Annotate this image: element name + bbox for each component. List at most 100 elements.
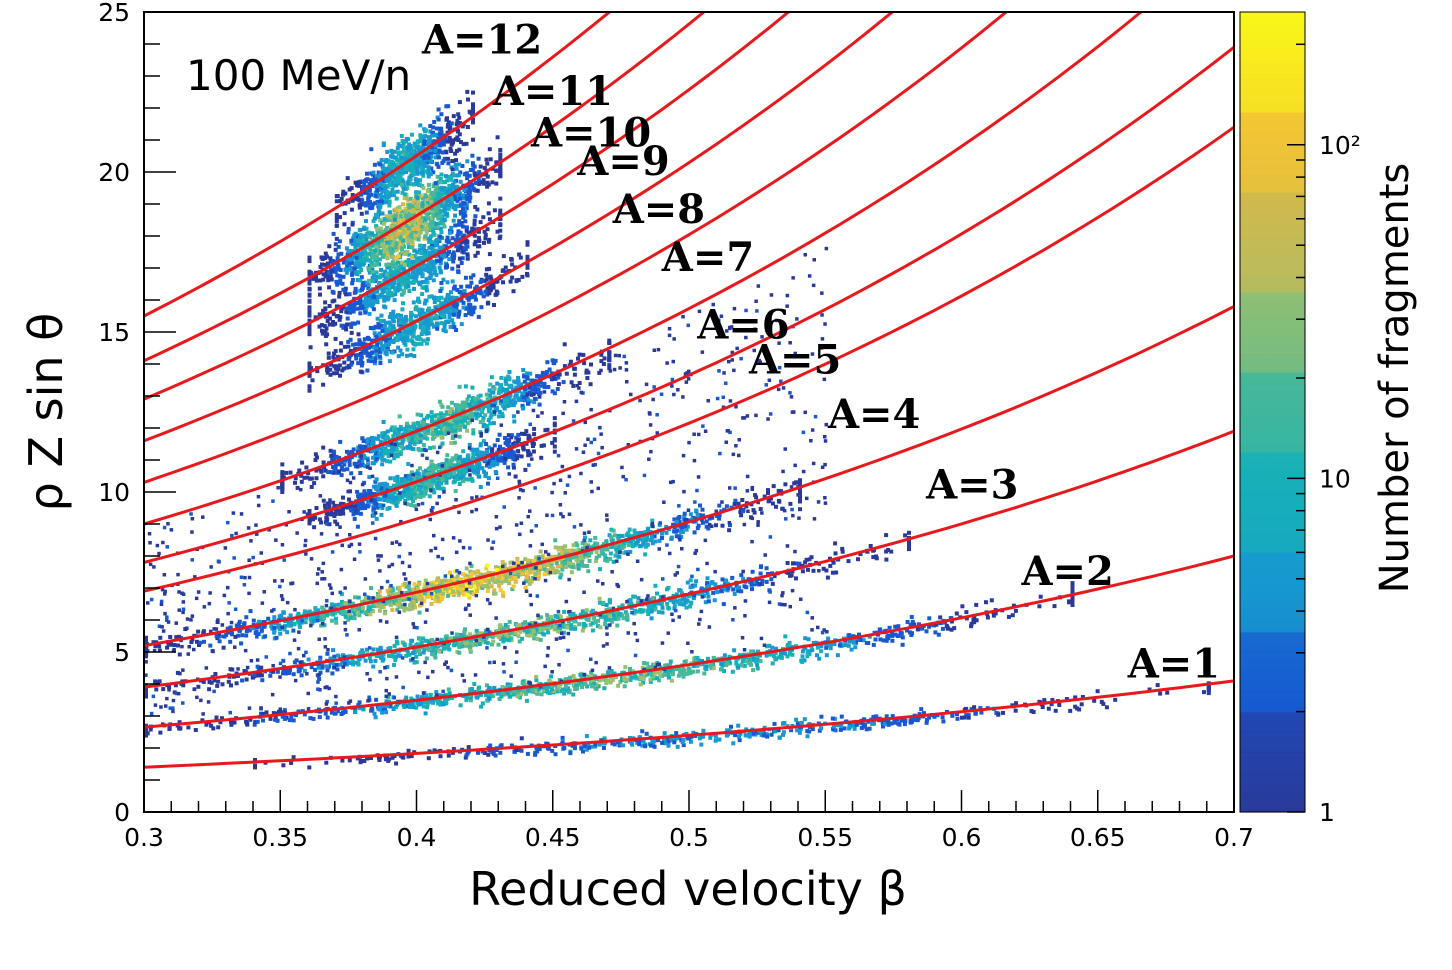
histogram-bin xyxy=(229,719,233,724)
histogram-bin xyxy=(819,726,823,731)
histogram-bin xyxy=(172,643,177,647)
histogram-bin xyxy=(371,664,376,669)
histogram-bin xyxy=(341,467,346,472)
histogram-bin xyxy=(613,553,618,558)
histogram-bin xyxy=(527,435,532,440)
histogram-bin xyxy=(798,507,802,512)
histogram-bin xyxy=(348,660,353,665)
histogram-bin xyxy=(964,616,969,621)
histogram-bin xyxy=(224,633,229,637)
histogram-bin xyxy=(620,678,624,683)
histogram-bin xyxy=(542,685,547,690)
histogram-bin xyxy=(907,546,911,551)
histogram-bin xyxy=(363,611,368,615)
histogram-bin xyxy=(572,549,577,554)
histogram-bin xyxy=(567,690,572,695)
histogram-bin xyxy=(417,610,422,615)
histogram-bin xyxy=(643,552,648,557)
histogram-bin xyxy=(335,522,340,527)
histogram-bin xyxy=(293,476,298,481)
histogram-bin xyxy=(193,728,198,732)
histogram-bin xyxy=(589,670,594,675)
histogram-bin xyxy=(587,745,592,750)
histogram-bin xyxy=(392,643,397,648)
histogram-bin xyxy=(520,569,525,574)
histogram-bin xyxy=(739,513,744,518)
histogram-bin xyxy=(346,617,351,622)
histogram-bin xyxy=(393,658,398,663)
histogram-bin xyxy=(234,681,239,686)
histogram-bin xyxy=(383,601,388,606)
histogram-bin xyxy=(359,706,363,711)
histogram-bin xyxy=(805,650,810,654)
histogram-bin xyxy=(620,613,625,618)
histogram-bin xyxy=(311,619,316,623)
histogram-bin xyxy=(762,725,767,730)
histogram-bin xyxy=(376,604,381,609)
histogram-bin xyxy=(381,704,386,708)
histogram-bin xyxy=(255,719,260,724)
histogram-bin xyxy=(907,630,912,635)
histogram-bin xyxy=(371,508,376,513)
histogram-bin xyxy=(320,664,325,669)
histogram-bin xyxy=(372,436,377,441)
histogram-bin xyxy=(663,664,668,669)
histogram-bin xyxy=(881,724,885,729)
histogram-bin xyxy=(689,734,694,739)
histogram-bin xyxy=(640,539,645,544)
histogram-bin xyxy=(625,615,630,620)
histogram-bin xyxy=(501,571,506,576)
histogram-bin xyxy=(478,443,483,448)
histogram-bin xyxy=(932,623,937,628)
histogram-bin xyxy=(419,701,423,706)
histogram-bin xyxy=(815,653,819,658)
histogram-bin xyxy=(207,687,212,692)
histogram-bin xyxy=(416,472,421,477)
histogram-bin xyxy=(903,533,908,538)
histogram-bin xyxy=(253,631,258,635)
histogram-bin xyxy=(714,523,718,528)
histogram-bin xyxy=(398,654,403,658)
histogram-bin xyxy=(411,651,415,656)
histogram-bin xyxy=(523,569,528,574)
histogram-bin xyxy=(699,742,704,747)
histogram-bin xyxy=(528,452,533,457)
histogram-bin xyxy=(230,631,234,636)
histogram-bin xyxy=(450,456,455,461)
histogram-bin xyxy=(583,535,587,540)
histogram-bin xyxy=(338,662,343,667)
histogram-bin xyxy=(527,578,532,583)
histogram-bin xyxy=(828,642,833,647)
histogram-bin xyxy=(934,622,939,627)
histogram-bin xyxy=(555,564,560,569)
histogram-bin xyxy=(693,583,698,588)
histogram-bin xyxy=(349,508,354,513)
histogram-bin xyxy=(533,572,538,576)
histogram-bin xyxy=(638,543,643,548)
histogram-bin xyxy=(1165,690,1170,695)
histogram-bin xyxy=(252,722,257,727)
histogram-bin xyxy=(371,647,376,652)
histogram-bin xyxy=(873,637,878,642)
histogram-bin xyxy=(281,658,286,663)
histogram-bin xyxy=(445,697,450,701)
histogram-bin xyxy=(416,591,421,596)
histogram-bin xyxy=(560,735,565,740)
histogram-bin xyxy=(622,674,627,679)
histogram-bin xyxy=(552,438,557,443)
histogram-bin xyxy=(386,694,391,699)
histogram-bin xyxy=(898,630,903,635)
histogram-bin xyxy=(487,580,492,585)
histogram-bin xyxy=(471,451,476,456)
histogram-bin xyxy=(318,658,322,663)
histogram-bin xyxy=(252,673,257,678)
histogram-bin xyxy=(392,495,397,500)
histogram-bin xyxy=(445,644,450,649)
histogram-bin xyxy=(339,501,344,506)
histogram-bin xyxy=(356,662,361,667)
histogram-bin xyxy=(714,513,719,518)
histogram-bin xyxy=(631,534,636,539)
histogram-bin xyxy=(378,707,382,712)
histogram-bin xyxy=(706,594,711,599)
histogram-bin xyxy=(979,710,984,715)
